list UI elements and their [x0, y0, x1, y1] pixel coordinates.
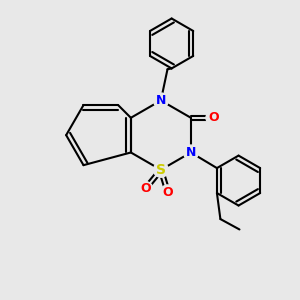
Text: N: N [156, 94, 166, 107]
Circle shape [184, 145, 198, 160]
Text: N: N [186, 146, 196, 159]
Circle shape [154, 93, 168, 108]
Circle shape [160, 185, 175, 200]
Text: S: S [156, 163, 166, 177]
Circle shape [206, 110, 221, 125]
Circle shape [154, 162, 168, 177]
Text: O: O [140, 182, 151, 195]
Text: O: O [163, 186, 173, 199]
Text: O: O [208, 111, 219, 124]
Circle shape [138, 182, 153, 196]
